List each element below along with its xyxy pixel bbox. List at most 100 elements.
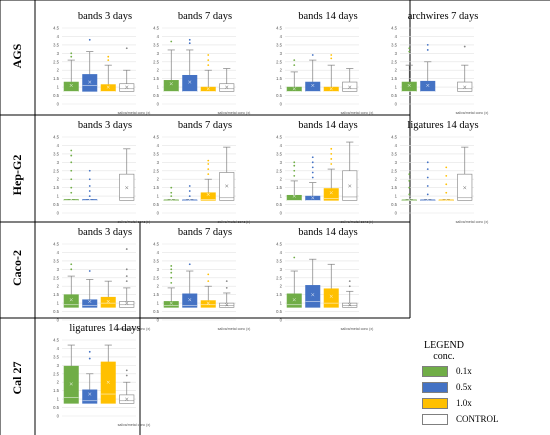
box-01x [163,186,179,202]
outlier-point [70,161,73,164]
mean-marker [106,380,110,384]
mean-marker [329,294,333,298]
box-10x [200,159,216,201]
y-tick-label: 0.5 [53,309,59,314]
chart-title: ligatures 14 days [69,323,140,334]
y-tick-label: 1.5 [276,185,282,190]
mean-marker [69,197,73,202]
outlier-point [170,271,173,274]
box-body [219,83,235,92]
mean-marker [329,87,333,91]
outlier-point [107,59,110,61]
box-body [305,285,321,308]
box-body [63,294,79,308]
y-tick-label: 2.5 [53,371,59,376]
outlier-point [188,185,191,187]
box-05x [82,169,98,202]
mean-marker [206,87,210,91]
y-tick-label: 1.5 [391,185,397,190]
x-axis-label: saliva/metal conc (x) [118,327,151,331]
y-tick-label: 4 [280,34,283,39]
outlier-point [207,173,210,176]
box-body [323,188,339,201]
box-body [286,86,302,92]
chart-panel-9: bands 7 days 0 0.5 1 1.5 2 2.5 3 3.5 4 4.5 saliva/m… [153,227,250,331]
box-01x [63,149,79,202]
y-tick-label: 3 [57,160,60,165]
y-tick-label: 1 [395,194,398,199]
outlier-point [463,45,466,48]
y-tick-label: 0 [57,102,60,107]
box-body [200,300,216,308]
box-body [100,361,116,404]
legend-label-01: 0.1x [456,366,472,376]
row-label-ags: AGS [10,43,24,68]
chart-panel-8: bands 3 days 0 0.5 1 1.5 2 2.5 3 3.5 4 4.5 saliva/m… [53,227,150,331]
outlier-point [426,161,429,164]
box-body [119,173,135,201]
outlier-point [188,190,191,192]
mean-marker [206,301,210,305]
outlier-point [170,186,173,189]
box-CONTROL [219,68,235,92]
box-CONTROL [457,146,473,201]
legend-item-10: 1.0x [422,398,532,410]
y-tick-label: 3.5 [276,151,282,156]
outlier-point [125,275,128,277]
y-tick-label: 3 [280,160,283,165]
box-body [182,293,198,308]
mean-marker [407,83,411,87]
legend-title-line2: conc. [433,351,455,362]
mean-marker [407,197,411,202]
y-tick-label: 2.5 [153,275,159,280]
y-tick-label: 4.5 [53,135,59,140]
mean-marker [292,194,296,198]
outlier-point [408,186,411,189]
box-body [420,80,436,92]
box-body [305,195,321,201]
y-tick-label: 1 [157,194,160,199]
box-CONTROL [119,148,135,201]
legend-item-control: CONTROL [422,414,532,426]
y-tick-label: 3.5 [53,42,59,47]
box-05x [182,185,198,202]
y-tick-label: 3.5 [153,258,159,263]
y-tick-label: 2.5 [53,168,59,173]
box-CONTROL [457,45,473,92]
mean-marker [311,293,315,297]
chart-title: ligatures 14 days [407,120,478,131]
y-tick-label: 4 [395,34,398,39]
y-tick-label: 2.5 [153,59,159,64]
outlier-point [348,280,351,283]
box-body [63,81,79,92]
y-tick-label: 1.5 [276,292,282,297]
legend-item-01: 0.1x [422,366,532,378]
box-05x [305,258,321,308]
y-tick-label: 4.5 [391,26,397,31]
y-tick-label: 4.5 [391,135,397,140]
y-tick-label: 3.5 [391,42,397,47]
y-tick-label: 1 [157,85,160,90]
legend: LEGEND conc. 0.1x 0.5x 1.0x CONTROL [410,340,540,430]
outlier-point [125,248,128,250]
outlier-point [225,287,228,289]
row-label-hepg2: Hep-G2 [10,155,24,196]
outlier-point [170,281,173,284]
y-tick-label: 2.5 [276,59,282,64]
outlier-point [125,47,128,50]
y-tick-label: 4 [57,346,60,351]
y-tick-label: 4 [157,34,160,39]
box-body [82,389,98,404]
box-10x [323,263,339,308]
mean-marker [329,191,333,195]
outlier-point [207,163,210,165]
mean-marker [69,298,73,302]
y-tick-label: 2 [157,177,160,182]
y-tick-label: 0 [157,102,160,107]
y-tick-label: 2.5 [276,168,282,173]
box-body [342,81,358,92]
outlier-point [125,369,128,372]
box-01x [286,161,302,201]
outlier-point [293,64,296,67]
